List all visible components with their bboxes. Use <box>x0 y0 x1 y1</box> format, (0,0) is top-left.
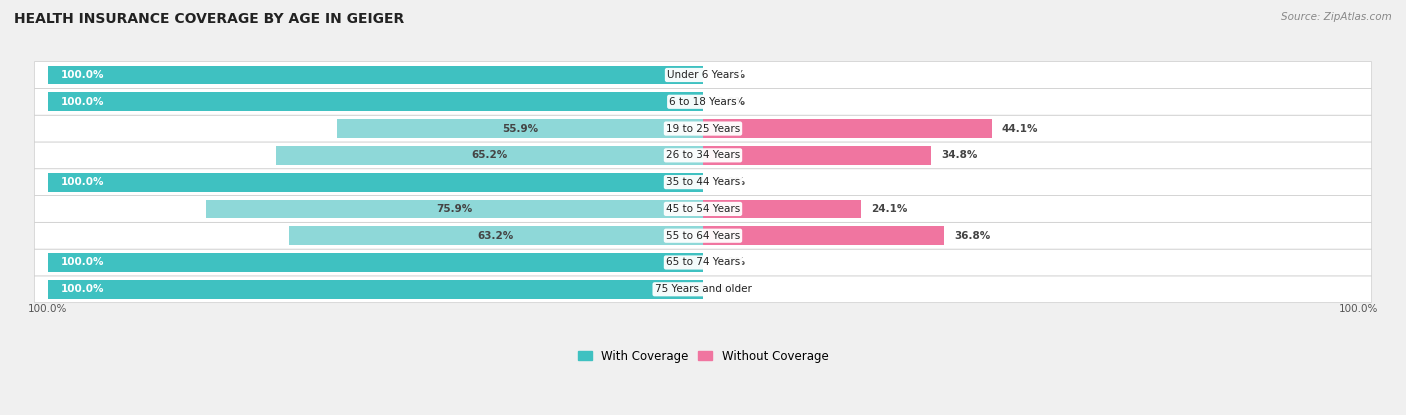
Text: 6 to 18 Years: 6 to 18 Years <box>669 97 737 107</box>
Text: 0.0%: 0.0% <box>716 177 745 187</box>
Bar <box>48 173 703 191</box>
FancyBboxPatch shape <box>34 276 1372 303</box>
Bar <box>48 253 703 272</box>
Text: 55 to 64 Years: 55 to 64 Years <box>666 231 740 241</box>
FancyBboxPatch shape <box>34 88 1372 115</box>
Text: 0.0%: 0.0% <box>716 97 745 107</box>
Text: 100.0%: 100.0% <box>60 284 104 294</box>
Text: 55.9%: 55.9% <box>502 124 538 134</box>
FancyBboxPatch shape <box>34 142 1372 169</box>
Text: 100.0%: 100.0% <box>60 257 104 268</box>
Bar <box>276 146 703 165</box>
Text: 63.2%: 63.2% <box>478 231 515 241</box>
FancyBboxPatch shape <box>34 169 1372 195</box>
Text: 0.0%: 0.0% <box>716 284 745 294</box>
FancyBboxPatch shape <box>34 249 1372 276</box>
Bar <box>703 200 860 218</box>
Text: HEALTH INSURANCE COVERAGE BY AGE IN GEIGER: HEALTH INSURANCE COVERAGE BY AGE IN GEIG… <box>14 12 405 27</box>
Text: 100.0%: 100.0% <box>60 177 104 187</box>
Text: 0.0%: 0.0% <box>716 257 745 268</box>
FancyBboxPatch shape <box>34 195 1372 222</box>
Text: 35 to 44 Years: 35 to 44 Years <box>666 177 740 187</box>
FancyBboxPatch shape <box>34 61 1372 88</box>
Text: 34.8%: 34.8% <box>941 150 977 160</box>
Text: 65.2%: 65.2% <box>471 150 508 160</box>
Text: 100.0%: 100.0% <box>60 97 104 107</box>
Text: 36.8%: 36.8% <box>953 231 990 241</box>
Text: Source: ZipAtlas.com: Source: ZipAtlas.com <box>1281 12 1392 22</box>
Text: 75 Years and older: 75 Years and older <box>655 284 751 294</box>
Text: 100.0%: 100.0% <box>60 70 104 80</box>
Text: 26 to 34 Years: 26 to 34 Years <box>666 150 740 160</box>
Text: 75.9%: 75.9% <box>436 204 472 214</box>
Bar <box>703 146 931 165</box>
Legend: With Coverage, Without Coverage: With Coverage, Without Coverage <box>578 349 828 363</box>
Bar <box>336 119 703 138</box>
Text: 65 to 74 Years: 65 to 74 Years <box>666 257 740 268</box>
Bar <box>703 226 943 245</box>
FancyBboxPatch shape <box>34 115 1372 142</box>
Text: 19 to 25 Years: 19 to 25 Years <box>666 124 740 134</box>
Text: 45 to 54 Years: 45 to 54 Years <box>666 204 740 214</box>
Bar <box>48 93 703 111</box>
Bar <box>703 119 993 138</box>
Text: 44.1%: 44.1% <box>1002 124 1038 134</box>
Bar <box>205 200 703 218</box>
Text: Under 6 Years: Under 6 Years <box>666 70 740 80</box>
Bar <box>48 66 703 84</box>
Text: 0.0%: 0.0% <box>716 70 745 80</box>
FancyBboxPatch shape <box>34 222 1372 249</box>
Text: 100.0%: 100.0% <box>28 304 67 314</box>
Text: 24.1%: 24.1% <box>870 204 907 214</box>
Bar <box>48 280 703 299</box>
Text: 100.0%: 100.0% <box>1339 304 1378 314</box>
Bar <box>288 226 703 245</box>
